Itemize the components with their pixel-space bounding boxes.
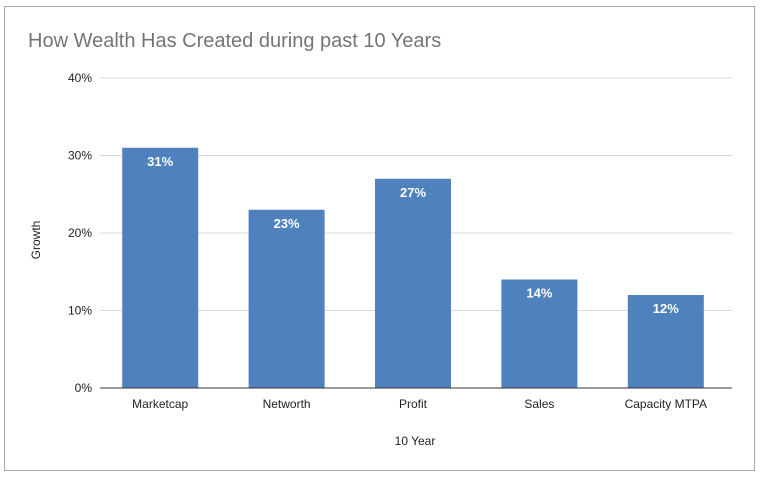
chart-title: How Wealth Has Created during past 10 Ye… [28, 30, 442, 52]
bar-profit [375, 178, 451, 388]
y-axis-title: Growth [29, 221, 43, 260]
y-tick-label: 0% [75, 381, 93, 395]
data-label: 12% [653, 301, 679, 316]
data-labels: 31% 23% 27% 14% 12% [147, 154, 679, 316]
x-category-label: Profit [399, 397, 428, 411]
y-tick-label: 40% [68, 71, 92, 85]
y-tick-label: 10% [68, 304, 92, 318]
x-category-label: Sales [524, 397, 554, 411]
bar-marketcap [122, 147, 199, 388]
x-axis-title: 10 Year [395, 434, 436, 448]
data-label: 14% [526, 286, 552, 301]
y-tick-label: 20% [68, 226, 92, 240]
bar-capacity-mtpa [627, 295, 704, 388]
data-label: 23% [274, 216, 300, 231]
bar-sales [501, 279, 578, 388]
x-category-label: Capacity MTPA [625, 397, 707, 411]
bars [122, 147, 704, 388]
data-label: 31% [147, 154, 173, 169]
y-tick-label: 30% [68, 149, 92, 163]
bar-networth [248, 209, 325, 388]
y-axis-ticks: 0% 10% 20% 30% 40% [68, 71, 92, 395]
x-axis-categories: Marketcap Networth Profit Sales Capacity MTP… [132, 397, 707, 411]
data-label: 27% [400, 185, 426, 200]
x-category-label: Marketcap [132, 397, 188, 411]
x-category-label: Networth [263, 397, 311, 411]
